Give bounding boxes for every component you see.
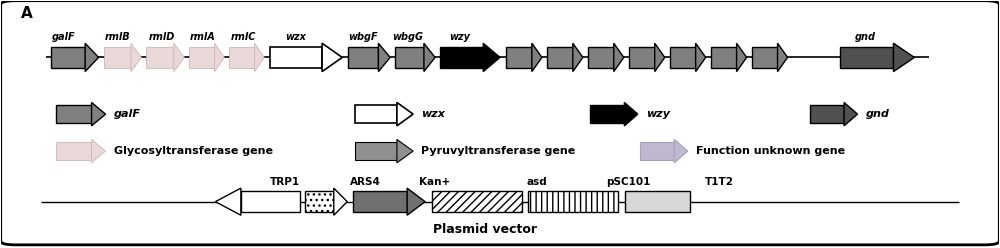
Text: T1T2: T1T2 bbox=[705, 177, 734, 187]
Polygon shape bbox=[573, 43, 583, 72]
Polygon shape bbox=[255, 43, 264, 72]
Polygon shape bbox=[348, 47, 378, 68]
Polygon shape bbox=[778, 43, 788, 72]
Polygon shape bbox=[378, 43, 390, 72]
Text: wzx: wzx bbox=[421, 109, 445, 119]
Text: galF: galF bbox=[114, 109, 141, 119]
Polygon shape bbox=[590, 105, 624, 123]
Polygon shape bbox=[146, 47, 174, 68]
Polygon shape bbox=[85, 43, 99, 72]
Text: Kan+: Kan+ bbox=[419, 177, 451, 187]
Polygon shape bbox=[640, 142, 674, 160]
Polygon shape bbox=[92, 139, 106, 163]
Text: rmlD: rmlD bbox=[148, 32, 175, 42]
Polygon shape bbox=[670, 47, 696, 68]
Polygon shape bbox=[737, 43, 747, 72]
Polygon shape bbox=[424, 43, 435, 72]
Polygon shape bbox=[51, 47, 85, 68]
Polygon shape bbox=[844, 102, 858, 126]
Polygon shape bbox=[397, 102, 413, 126]
Polygon shape bbox=[215, 188, 241, 215]
Text: Plasmid vector: Plasmid vector bbox=[433, 223, 537, 236]
Polygon shape bbox=[588, 47, 614, 68]
Text: Pyruvyltransferase gene: Pyruvyltransferase gene bbox=[421, 146, 575, 156]
Polygon shape bbox=[547, 47, 573, 68]
Polygon shape bbox=[241, 191, 300, 212]
Polygon shape bbox=[893, 43, 914, 72]
Text: wzy: wzy bbox=[450, 32, 471, 42]
Polygon shape bbox=[655, 43, 665, 72]
Text: ARS4: ARS4 bbox=[350, 177, 381, 187]
Text: galF: galF bbox=[52, 32, 75, 42]
Text: A: A bbox=[21, 6, 32, 21]
Text: wzy: wzy bbox=[646, 109, 670, 119]
Polygon shape bbox=[174, 43, 184, 72]
Polygon shape bbox=[229, 47, 255, 68]
Polygon shape bbox=[270, 47, 322, 68]
Polygon shape bbox=[840, 47, 893, 68]
Text: Function unknown gene: Function unknown gene bbox=[696, 146, 845, 156]
Text: TRP1: TRP1 bbox=[270, 177, 300, 187]
Polygon shape bbox=[334, 188, 347, 215]
Polygon shape bbox=[189, 47, 215, 68]
Polygon shape bbox=[506, 47, 532, 68]
Bar bbox=[432, 191, 522, 212]
Polygon shape bbox=[483, 43, 500, 72]
Polygon shape bbox=[56, 142, 92, 160]
Polygon shape bbox=[355, 105, 397, 123]
Polygon shape bbox=[215, 43, 224, 72]
Polygon shape bbox=[752, 47, 778, 68]
Bar bbox=[528, 191, 618, 212]
Text: rmlA: rmlA bbox=[190, 32, 215, 42]
Polygon shape bbox=[92, 102, 106, 126]
Polygon shape bbox=[395, 47, 424, 68]
Polygon shape bbox=[305, 191, 334, 212]
Polygon shape bbox=[674, 139, 688, 163]
Polygon shape bbox=[440, 47, 483, 68]
Text: rmlC: rmlC bbox=[231, 32, 256, 42]
Polygon shape bbox=[614, 43, 624, 72]
Polygon shape bbox=[104, 47, 131, 68]
Text: gnd: gnd bbox=[865, 109, 889, 119]
Text: rmlB: rmlB bbox=[105, 32, 130, 42]
Polygon shape bbox=[322, 43, 342, 72]
Polygon shape bbox=[624, 102, 638, 126]
Bar bbox=[625, 191, 690, 212]
Text: pSC101: pSC101 bbox=[606, 177, 650, 187]
Text: wzx: wzx bbox=[285, 32, 306, 42]
Text: asd: asd bbox=[527, 177, 547, 187]
Polygon shape bbox=[397, 139, 413, 163]
Text: Glycosyltransferase gene: Glycosyltransferase gene bbox=[114, 146, 273, 156]
Text: wbgF: wbgF bbox=[348, 32, 378, 42]
Polygon shape bbox=[810, 105, 844, 123]
Polygon shape bbox=[407, 188, 425, 215]
Polygon shape bbox=[532, 43, 542, 72]
Polygon shape bbox=[696, 43, 706, 72]
Polygon shape bbox=[353, 191, 407, 212]
Polygon shape bbox=[56, 105, 92, 123]
Polygon shape bbox=[131, 43, 141, 72]
Text: gnd: gnd bbox=[855, 32, 876, 42]
Polygon shape bbox=[711, 47, 737, 68]
Polygon shape bbox=[629, 47, 655, 68]
Text: wbgG: wbgG bbox=[393, 32, 424, 42]
Polygon shape bbox=[355, 142, 397, 160]
